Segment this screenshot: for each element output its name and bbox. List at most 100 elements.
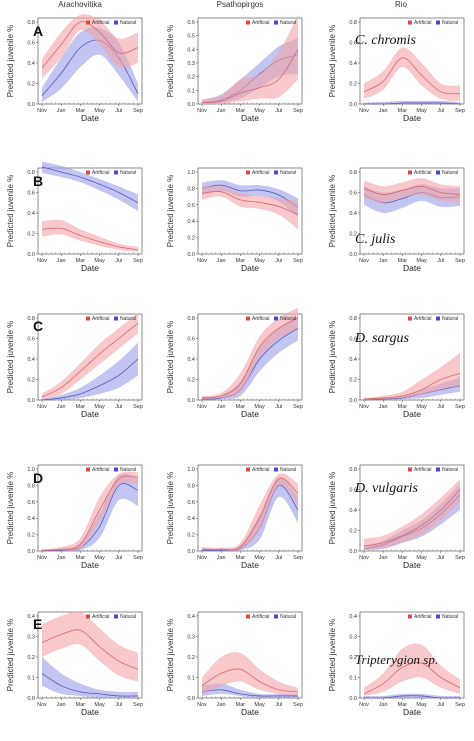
legend-swatch-artificial [246, 467, 250, 472]
x-tick-label: Jul [275, 404, 282, 410]
y-tick-label: 0.8 [349, 467, 357, 473]
legend-swatch-natural [274, 20, 278, 25]
legend-label-artificial: Artificial [414, 614, 432, 620]
species-label-tripterygion: Tripterygion sp. [355, 652, 438, 667]
x-tick-label: Sep [455, 555, 465, 561]
panel-c-psathopirgos: 0.0 0.2 0.4 0.6 0.8 Nov Jan Mar May Jul Sep Artific… [166, 307, 303, 419]
x-tick-label: Mar [236, 702, 246, 708]
x-axis-label: Date [241, 263, 259, 273]
y-tick-label: 0.4 [187, 614, 195, 620]
legend-label-natural: Natural [442, 614, 458, 620]
legend-label-artificial: Artificial [92, 316, 110, 322]
x-tick-label: Nov [37, 258, 47, 264]
legend-label-natural: Natural [120, 467, 136, 473]
mean-line-artificial [201, 317, 299, 399]
x-tick-label: May [416, 108, 427, 114]
x-axis-label: Date [403, 707, 421, 717]
x-tick-label: Jan [57, 108, 66, 114]
x-tick-label: Nov [37, 702, 47, 708]
legend-swatch-natural [114, 614, 118, 619]
legend-label-natural: Natural [120, 614, 136, 620]
panel-c-rio: 0.0 0.2 0.4 0.6 0.8 Nov Jan Mar May Jul Sep Artific… [328, 313, 465, 419]
mean-line-artificial [41, 322, 139, 398]
panel-e-rio: 0.0 0.1 0.2 0.3 0.4 Nov Jan Mar May Jul Sep Artific… [328, 611, 465, 717]
x-tick-label: Jul [275, 555, 282, 561]
y-tick-label: 0.2 [27, 82, 35, 88]
y-tick-label: 0.0 [349, 549, 357, 555]
y-axis-label: Predicted juvenile % [6, 472, 15, 544]
legend-swatch-artificial [246, 170, 250, 175]
x-tick-label: Jul [437, 702, 444, 708]
y-tick-label: 0.4 [349, 211, 357, 217]
y-tick-label: 0.4 [27, 61, 35, 67]
x-tick-label: Mar [236, 555, 246, 561]
species-label-d-vulgaris: D. vulgaris [354, 481, 419, 496]
x-tick-label: Sep [293, 702, 303, 708]
row-label-c: C [33, 318, 43, 334]
x-tick-label: Sep [133, 555, 143, 561]
x-tick-label: Mar [76, 258, 86, 264]
panel-d-arachovitika: 0.0 0.2 0.4 0.6 0.8 1.0 Nov Jan Mar May Jul Sep Arti… [6, 464, 143, 570]
x-tick-label: Jan [217, 555, 226, 561]
x-tick-label: May [416, 258, 427, 264]
x-tick-label: Jan [217, 108, 226, 114]
y-tick-label: 0.8 [27, 316, 35, 322]
y-axis-label: Predicted juvenile % [328, 321, 337, 393]
y-tick-label: 0.8 [349, 20, 357, 26]
x-tick-label: Sep [293, 404, 303, 410]
y-tick-label: 0.3 [27, 635, 35, 641]
mean-line-natural [201, 184, 299, 208]
x-tick-label: Mar [76, 702, 86, 708]
y-tick-label: 0.4 [187, 47, 195, 53]
x-tick-label: Nov [37, 108, 47, 114]
x-tick-label: Sep [133, 108, 143, 114]
x-tick-label: Jan [57, 404, 66, 410]
x-axis-label: Date [403, 113, 421, 123]
x-tick-label: Jul [275, 108, 282, 114]
mean-line-artificial [41, 475, 139, 551]
x-tick-label: May [94, 555, 105, 561]
panel-b-rio: 0.0 0.2 0.4 0.6 0.8 Nov Jan Mar May Jul Sep Artific… [328, 167, 465, 273]
ci-band-artificial [42, 611, 138, 682]
x-tick-label: Jul [115, 555, 122, 561]
legend-swatch-natural [274, 614, 278, 619]
y-tick-label: 0.2 [349, 655, 357, 661]
legend-label-artificial: Artificial [92, 20, 110, 26]
x-tick-label: Nov [197, 404, 207, 410]
row-label-e: E [33, 616, 42, 632]
x-tick-label: Nov [197, 555, 207, 561]
y-tick-label: 0.6 [187, 500, 195, 506]
legend-label-natural: Natural [280, 467, 296, 473]
legend-label-artificial: Artificial [414, 316, 432, 322]
legend-label-natural: Natural [120, 316, 136, 322]
legend-label-natural: Natural [280, 316, 296, 322]
y-axis-label: Predicted juvenile % [328, 175, 337, 247]
ci-band-natural [42, 161, 138, 211]
x-tick-label: Jan [217, 404, 226, 410]
y-axis-label: Predicted juvenile % [166, 175, 175, 247]
row-label-a: A [33, 23, 43, 39]
ci-band-artificial [364, 47, 460, 101]
y-tick-label: 0.2 [349, 529, 357, 535]
ci-band-natural [364, 377, 460, 401]
y-tick-label: 0.8 [27, 20, 35, 26]
y-axis-label: Predicted juvenile % [166, 619, 175, 691]
x-tick-label: May [254, 555, 265, 561]
legend-swatch-natural [436, 467, 440, 472]
legend-swatch-artificial [86, 316, 90, 321]
x-tick-label: Nov [359, 108, 369, 114]
y-tick-label: 0.2 [27, 232, 35, 238]
y-tick-label: 0.2 [27, 655, 35, 661]
x-tick-label: Nov [359, 258, 369, 264]
y-tick-label: 0.0 [187, 549, 195, 555]
legend-swatch-artificial [408, 316, 412, 321]
legend-label-natural: Natural [442, 316, 458, 322]
y-tick-label: 0.4 [27, 357, 35, 363]
legend-swatch-natural [436, 20, 440, 25]
x-axis-label: Date [403, 263, 421, 273]
y-tick-label: 0.2 [187, 533, 195, 539]
x-tick-label: May [254, 258, 265, 264]
x-tick-label: Jul [115, 258, 122, 264]
legend-swatch-natural [436, 170, 440, 175]
x-tick-label: Sep [293, 108, 303, 114]
